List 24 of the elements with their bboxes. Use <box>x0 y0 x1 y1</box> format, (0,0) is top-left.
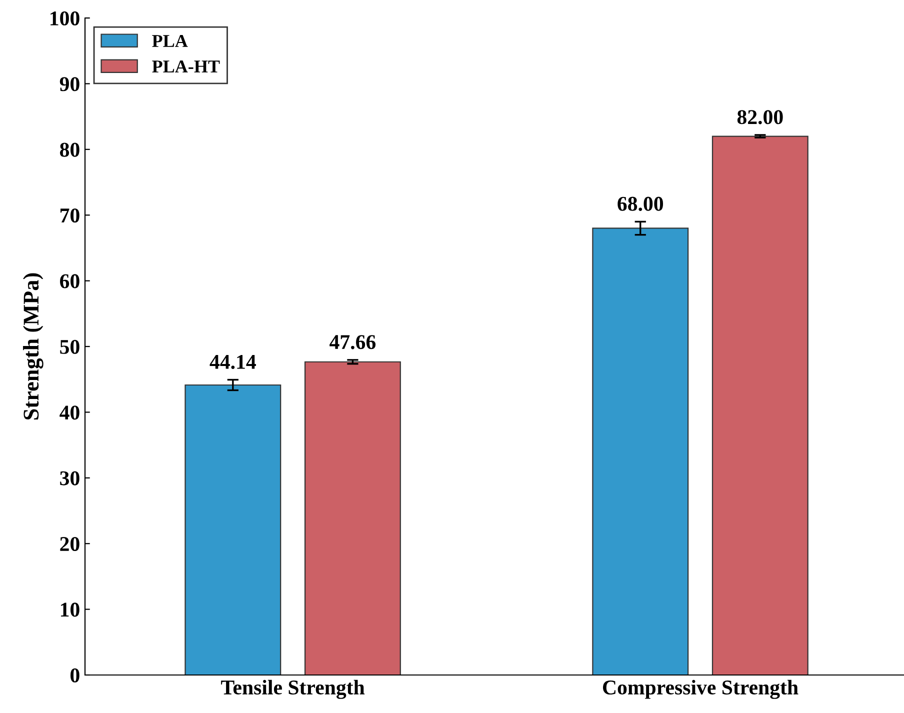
x-tick-label: Tensile Strength <box>221 680 365 699</box>
y-tick-label: 30 <box>60 471 80 486</box>
y-tick-label: 40 <box>60 406 80 420</box>
bar <box>712 136 808 675</box>
data-label: 44.14 <box>210 354 256 370</box>
y-tick-label: 20 <box>60 536 80 552</box>
y-axis-title: Strength (MPa) <box>23 273 44 420</box>
y-tick-label: 80 <box>60 142 80 157</box>
y-tick-label: 10 <box>60 602 80 617</box>
data-label: 47.66 <box>330 335 376 350</box>
y-tick-label: 90 <box>60 77 80 92</box>
y-tick-label: 0 <box>70 668 80 682</box>
y-tick-label: 100 <box>50 11 80 26</box>
y-tick-label: 70 <box>60 208 80 223</box>
data-label: 82.00 <box>737 110 783 124</box>
y-tick-label: 50 <box>60 340 80 354</box>
y-tick-label: 60 <box>60 274 80 288</box>
x-tick-label: Compressive Strength <box>602 680 798 699</box>
bar <box>184 384 282 675</box>
bar <box>304 361 401 675</box>
bar <box>592 228 689 675</box>
data-label: 68.00 <box>618 196 664 211</box>
legend-label: PLA-HT <box>152 60 220 72</box>
legend-label: PLA <box>152 34 188 47</box>
